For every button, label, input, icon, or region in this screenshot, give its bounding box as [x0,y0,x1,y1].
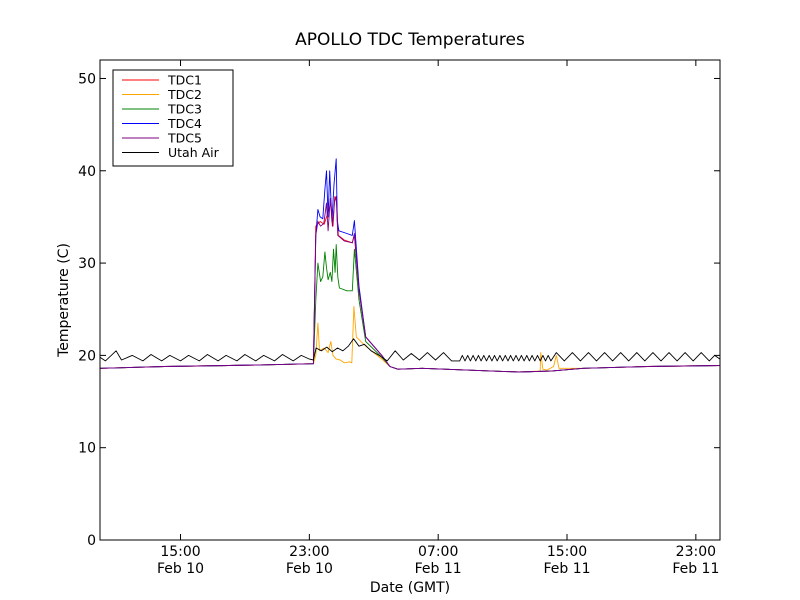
chart-title: APOLLO TDC Temperatures [295,30,525,50]
legend-label-utah-air: Utah Air [168,145,220,160]
legend-label-tdc3: TDC3 [167,102,202,117]
y-axis: 0 10 20 30 40 50 [78,71,720,549]
x-tick-label-time: 15:00 [547,544,587,560]
y-tick-label: 0 [87,533,96,549]
x-tick-label-date: Feb 11 [543,561,590,577]
x-tick-label-time: 23:00 [676,544,716,560]
series-line-tdc5 [99,196,721,373]
legend-label-tdc4: TDC4 [167,116,202,131]
plot-frame [99,59,721,541]
y-tick-label: 50 [78,71,96,87]
x-tick-label-date: Feb 11 [672,561,719,577]
y-tick-label: 10 [78,441,96,457]
series-line-tdc2 [99,306,721,373]
y-tick-label: 40 [78,164,96,180]
legend-label-tdc5: TDC5 [167,131,202,146]
x-tick-label-time: 23:00 [289,544,329,560]
legend-box [112,69,234,167]
series-line-utah-air [99,338,721,362]
x-tick-label-date: Feb 11 [415,561,462,577]
x-axis-label: Date (GMT) [370,580,450,596]
x-tick-label-time: 15:00 [160,544,200,560]
x-tick-label-date: Feb 10 [157,561,204,577]
x-tick-label-time: 07:00 [418,544,458,560]
y-tick-label: 20 [78,348,96,364]
y-axis-label: Temperature (C) [56,243,72,358]
y-tick-label: 30 [78,256,96,272]
legend-label-tdc2: TDC2 [167,87,202,102]
legend-label-tdc1: TDC1 [167,73,202,88]
x-tick-label-date: Feb 10 [286,561,333,577]
series-layer [99,158,721,373]
